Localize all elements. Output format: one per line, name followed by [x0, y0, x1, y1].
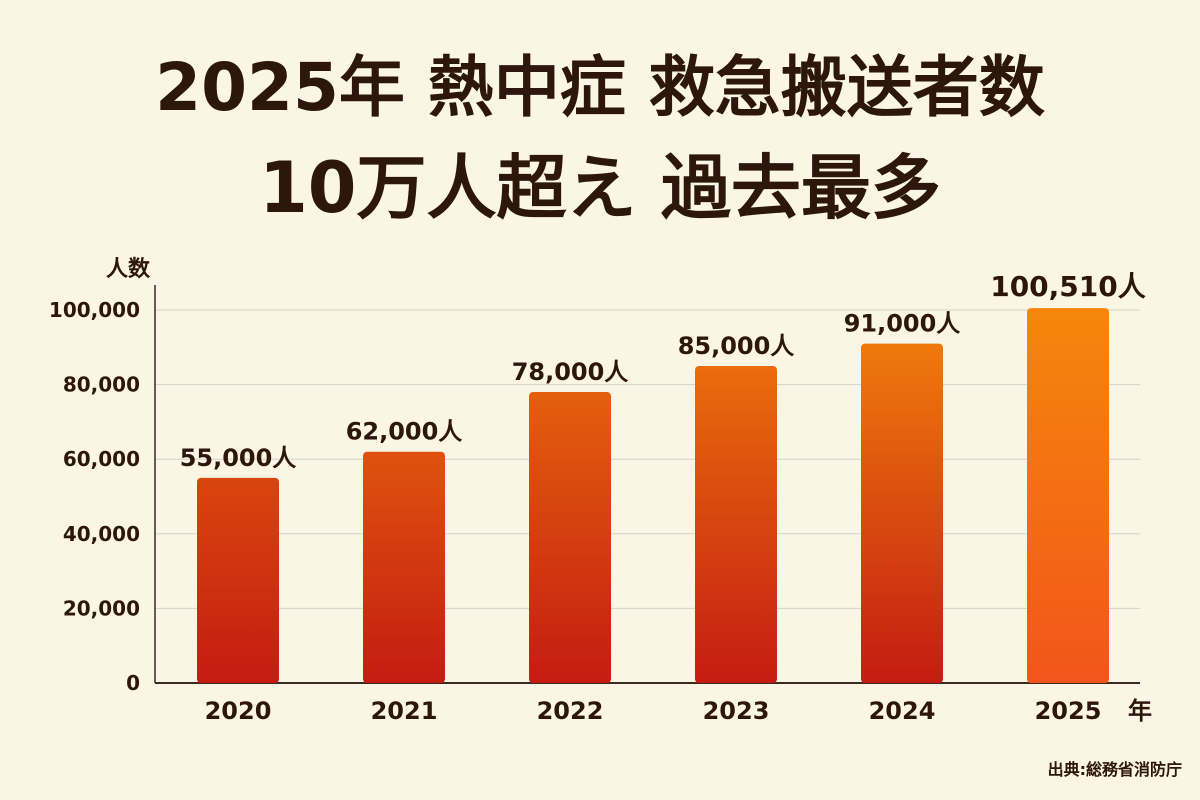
- gridlines: [155, 309, 1140, 609]
- y-tick-label: 60,000: [63, 447, 140, 471]
- data-labels: 55,000人 62,000人 78,000人 85,000人 91,000人 100,5…: [180, 270, 1146, 472]
- chart-title-line-2: 10万人超え 過去最多: [259, 147, 941, 229]
- x-axis-label: 年: [1128, 697, 1152, 725]
- data-label-2021: 62,000人: [346, 418, 463, 446]
- data-label-2022: 78,000人: [512, 358, 629, 386]
- y-axis-label: 人数: [106, 256, 151, 282]
- x-tick-label: 2023: [703, 697, 770, 725]
- chart-title-line-1: 2025年 熱中症 救急搬送者数: [155, 49, 1045, 126]
- data-label-2020: 55,000人: [180, 444, 297, 472]
- y-tick-label: 100,000: [49, 298, 140, 322]
- data-label-2025: 100,510人: [990, 270, 1146, 303]
- bar-2023: [695, 365, 777, 683]
- y-tick-label: 40,000: [63, 522, 140, 546]
- bar-2024: [861, 343, 943, 683]
- bar-2022: [529, 392, 611, 683]
- x-tick-label: 2021: [371, 697, 438, 725]
- y-tick-label: 0: [126, 671, 140, 695]
- data-label-2024: 91,000人: [844, 310, 961, 338]
- y-tick-label: 20,000: [63, 596, 140, 620]
- x-tick-label: 2024: [869, 697, 936, 725]
- y-tick-label: 80,000: [63, 373, 140, 397]
- data-label-2023: 85,000人: [678, 332, 795, 360]
- x-tick-label: 2025: [1035, 697, 1102, 725]
- bar-2021: [363, 451, 445, 683]
- bar-2025: [1027, 308, 1109, 683]
- bars: [197, 308, 1109, 683]
- bar-2020: [197, 477, 279, 683]
- source-note: 出典:総務省消防庁: [1047, 760, 1182, 779]
- x-tick-label: 2022: [537, 697, 604, 725]
- x-tick-label: 2020: [205, 697, 272, 725]
- axes: 0 20,000 40,000 60,000 80,000 100,000 人数年 2020 2…: [49, 256, 1152, 725]
